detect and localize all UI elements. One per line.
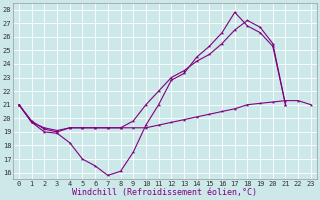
- X-axis label: Windchill (Refroidissement éolien,°C): Windchill (Refroidissement éolien,°C): [72, 188, 258, 197]
